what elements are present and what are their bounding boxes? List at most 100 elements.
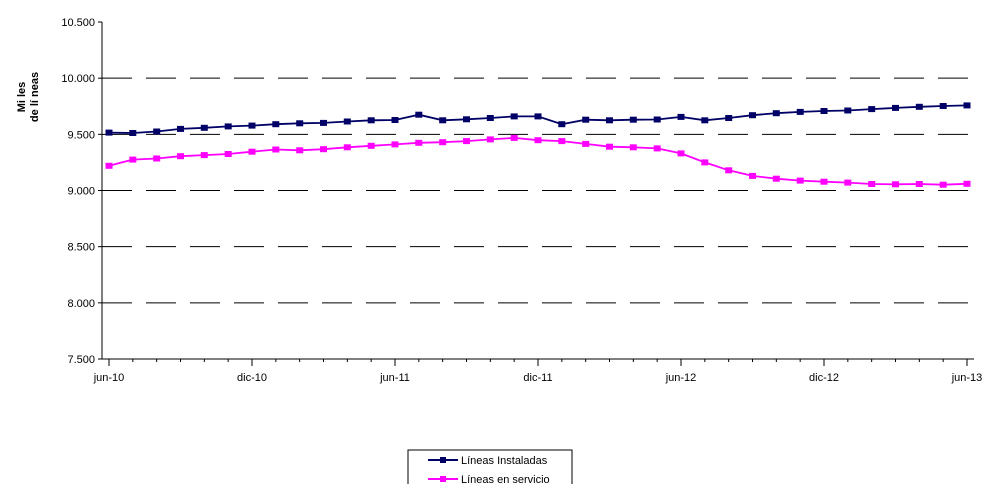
data-point (463, 116, 470, 123)
data-point (391, 141, 399, 148)
data-point (582, 140, 590, 147)
data-point (367, 117, 375, 124)
data-point (796, 108, 804, 115)
data-point (343, 144, 351, 151)
data-point (868, 181, 876, 187)
data-point (653, 116, 661, 123)
data-point (558, 138, 566, 145)
series (105, 102, 971, 188)
data-point (153, 155, 161, 162)
data-point (272, 146, 280, 153)
x-tick-label: jun-12 (665, 372, 697, 384)
legend-item-instaladas: Líneas Instaladas (428, 455, 548, 467)
data-point (701, 117, 709, 124)
data-point (367, 142, 375, 149)
data-point (629, 116, 637, 123)
data-point (772, 175, 780, 182)
data-point (320, 119, 327, 126)
data-point (129, 156, 137, 163)
data-point (224, 123, 232, 130)
y-tick-label: 9.500 (67, 129, 95, 141)
data-point (343, 118, 351, 125)
data-point (129, 130, 137, 136)
y-tick-label: 10.500 (61, 17, 95, 29)
data-point (892, 104, 899, 111)
y-tick-label: 7.500 (67, 354, 95, 366)
data-point (939, 103, 947, 109)
data-point (296, 120, 304, 127)
series-1 (105, 134, 971, 188)
data-point (177, 125, 184, 132)
data-point (844, 179, 852, 186)
data-point (677, 113, 685, 120)
data-point (915, 103, 923, 110)
data-point (200, 152, 208, 159)
data-point (725, 167, 733, 174)
x-tick-label: jun-11 (379, 372, 410, 384)
data-point (820, 108, 828, 114)
x-axis-ticks: jun-10 dic-10 jun-11 dic-11 jun-12 dic-12 jun-… (93, 359, 983, 384)
data-point (582, 116, 590, 123)
y-axis-title-line2: de lí neas (29, 72, 41, 122)
data-point (486, 115, 494, 121)
data-point (558, 121, 566, 128)
legend-label-servicio: Líneas en servicio (461, 474, 550, 484)
x-tick-label: dic-12 (809, 372, 839, 384)
series-0 (105, 102, 971, 136)
x-tick-label: jun-13 (951, 372, 983, 384)
gridlines (102, 77, 974, 304)
data-point (486, 136, 494, 143)
y-axis-ticks: 7.500 8.000 8.500 9.000 9.500 10.000 10.500 (61, 17, 102, 366)
data-point (105, 129, 113, 136)
data-point (939, 181, 947, 188)
data-point (772, 110, 780, 117)
x-tick-label: dic-11 (523, 372, 552, 384)
data-point (200, 124, 208, 131)
data-point (534, 113, 542, 120)
data-point (248, 148, 256, 155)
data-point (701, 159, 709, 166)
data-point (224, 151, 232, 157)
data-point (749, 172, 756, 179)
data-point (510, 134, 518, 141)
legend-label-instaladas: Líneas Instaladas (461, 455, 548, 467)
data-point (415, 111, 423, 118)
data-point (105, 162, 113, 169)
data-point (915, 181, 923, 187)
x-tick-label: dic-10 (237, 372, 267, 384)
data-point (868, 106, 876, 113)
y-tick-label: 8.500 (67, 242, 95, 254)
data-point (677, 150, 685, 157)
data-point (844, 107, 852, 114)
y-tick-label: 9.000 (67, 186, 95, 198)
data-point (749, 112, 756, 119)
data-point (177, 153, 184, 160)
data-point (606, 117, 613, 124)
data-point (534, 137, 542, 144)
legend: Líneas Instaladas Líneas en servicio (407, 449, 573, 489)
data-point (153, 128, 161, 135)
x-tick-label: jun-10 (93, 372, 125, 384)
data-point (796, 177, 804, 184)
data-point (439, 117, 447, 124)
data-point (725, 115, 733, 121)
legend-marker-servicio (440, 476, 446, 482)
data-point (391, 117, 399, 123)
data-point (510, 113, 518, 120)
legend-box (407, 449, 573, 489)
y-tick-label: 8.000 (67, 298, 95, 310)
legend-item-servicio: Líneas en servicio (428, 474, 550, 486)
y-axis-title: Mi les de lí neas (16, 72, 41, 122)
data-point (963, 102, 971, 109)
data-point (820, 178, 828, 185)
y-axis-title-line1: Mi les (16, 82, 28, 113)
legend-marker-instaladas (440, 457, 446, 463)
y-tick-label: 10.000 (61, 73, 95, 85)
data-point (320, 146, 327, 153)
data-point (439, 139, 447, 146)
data-point (463, 138, 470, 145)
data-point (653, 145, 661, 152)
